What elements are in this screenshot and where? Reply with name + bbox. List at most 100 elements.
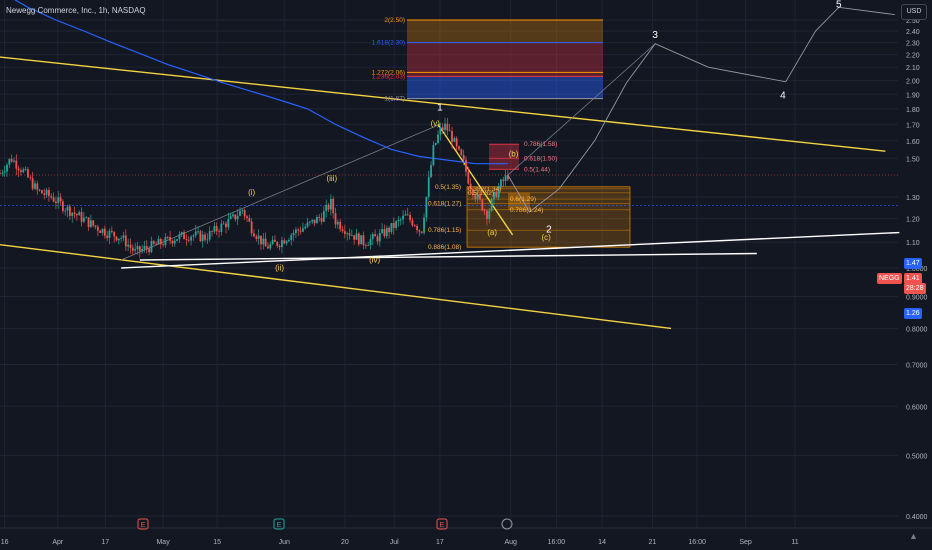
x-tick-label: 15 (213, 539, 221, 546)
level-147-label: 1.47 (904, 258, 922, 269)
candle-body (388, 227, 391, 233)
candle-body (59, 197, 62, 202)
candle-body (483, 210, 486, 212)
wave-label: (v) (431, 119, 441, 128)
candle-body (143, 246, 146, 250)
candle-body (141, 249, 144, 252)
last-price-label: 1.41 (904, 273, 922, 284)
candle-body (346, 233, 349, 235)
y-tick-label: 0.5000 (906, 454, 928, 461)
candle-body (488, 210, 491, 219)
candle-body (10, 159, 13, 162)
candle-body (439, 127, 442, 135)
candle-body (173, 240, 176, 244)
fib-extension-label: 1.236(2.03) (372, 73, 405, 80)
candle-body (134, 249, 137, 251)
fib-extension-label: 2(2.50) (384, 17, 405, 24)
candle-body (453, 138, 456, 142)
tradingview-logo-icon[interactable]: ▲ (909, 531, 918, 541)
candle-body (299, 230, 302, 232)
candle-body (75, 213, 78, 216)
candle-body (353, 235, 356, 240)
candle-body (402, 215, 404, 220)
currency-button[interactable]: USD (901, 4, 927, 20)
fib-zones (407, 19, 631, 248)
candle-body (36, 183, 39, 190)
candle-body (420, 231, 423, 233)
countdown-label: 28:28 (904, 283, 926, 294)
candle-body (474, 195, 477, 200)
candle-body (180, 232, 183, 235)
candle-body (85, 217, 88, 219)
candle-body (78, 212, 81, 216)
candle-body (204, 234, 206, 240)
candle-body (22, 169, 25, 173)
candle-body (322, 210, 325, 222)
candle-body (399, 219, 402, 221)
y-tick-label: 0.6000 (906, 404, 928, 411)
annotations: 2(2.50) 1.618(2.30) 1.272(2.06)1.236(2.03)… (248, 0, 842, 273)
fib-extension-zone (407, 42, 603, 73)
candle-body (467, 171, 470, 184)
candle-body (136, 246, 139, 250)
candle-body (17, 168, 20, 171)
y-tick-label: 1.20 (906, 217, 920, 224)
candle-body (486, 210, 488, 219)
candle-body (0, 173, 1, 174)
candle-body (192, 235, 195, 237)
x-tick-label: Aug (505, 539, 518, 546)
candle-body (145, 246, 148, 249)
candle-body (297, 229, 300, 231)
candle-body (336, 221, 339, 225)
wave-label: 4 (780, 91, 786, 102)
candle-body (80, 212, 83, 222)
candle-body (211, 231, 213, 232)
y-tick-label: 2.10 (906, 65, 920, 72)
candle-body (236, 215, 239, 220)
candle-body (406, 214, 409, 216)
candle-body (55, 201, 57, 204)
candle-body (276, 241, 279, 246)
candle-body (194, 231, 197, 236)
candle-body (308, 221, 311, 223)
wave-label: (a) (487, 228, 497, 237)
candle-body (292, 232, 295, 236)
candle-body (13, 160, 15, 162)
x-tick-label: 16:00 (548, 539, 566, 546)
candle-body (218, 231, 220, 232)
candle-body (106, 235, 109, 238)
y-tick-label: 2.20 (906, 53, 920, 60)
candle-body (190, 236, 192, 241)
candle-body (274, 239, 276, 242)
candle-body (148, 248, 151, 253)
fib-extension-zone (407, 20, 603, 43)
candle-body (364, 245, 367, 246)
candle-body (281, 240, 283, 248)
candle-body (255, 236, 258, 239)
y-tick-label: 1.80 (906, 107, 920, 114)
earnings-icon (436, 518, 448, 530)
candle-body (89, 220, 92, 228)
candle-body (325, 204, 328, 211)
candle-body (62, 201, 64, 212)
candle-body (48, 190, 50, 197)
y-tick-label: 1.30 (906, 195, 920, 202)
candle-body (71, 212, 74, 216)
candle-body (120, 237, 123, 239)
candle-body (178, 234, 181, 240)
wave-label: 1 (437, 102, 443, 113)
candle-body (213, 226, 216, 232)
candle-body (117, 238, 120, 241)
candle-body (285, 241, 288, 244)
candle-body (371, 234, 374, 240)
candle-body (350, 235, 353, 237)
candle-body (129, 244, 132, 248)
moving-average-line (14, 0, 508, 165)
candle-body (169, 237, 171, 241)
candle-body (341, 229, 344, 232)
candle-body (176, 239, 178, 241)
candle-body (413, 225, 416, 227)
y-tick-label: 0.9000 (906, 295, 928, 302)
y-tick-label: 0.7000 (906, 363, 928, 370)
